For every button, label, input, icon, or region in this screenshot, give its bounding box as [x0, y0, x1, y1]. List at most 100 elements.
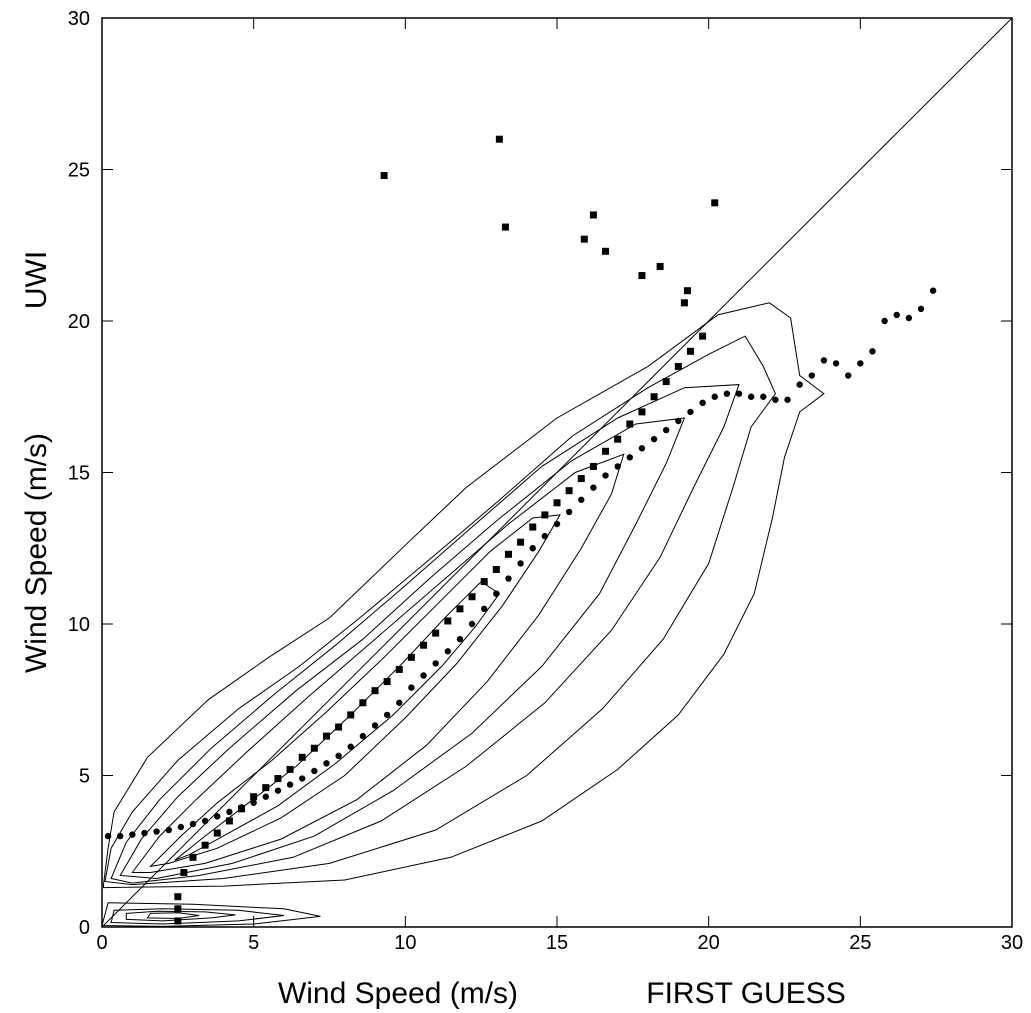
square-point	[250, 793, 258, 801]
circle-point	[663, 426, 670, 434]
x-tick-label: 10	[394, 932, 416, 954]
square-point	[335, 723, 343, 731]
square-point	[699, 332, 707, 340]
circle-point	[286, 781, 294, 788]
axis-ticks: 0 5 10 15 20 25 30 0 5 10 15 20 25 30	[68, 8, 1023, 954]
square-point	[407, 653, 415, 661]
square-point	[589, 211, 597, 219]
circle-point	[772, 396, 779, 403]
square-point	[238, 805, 246, 813]
y-axis-source-label: UWI	[20, 251, 53, 309]
circle-point	[335, 752, 342, 760]
square-point	[501, 223, 509, 231]
square-point	[504, 550, 512, 558]
square-point	[638, 408, 646, 416]
y-tick-label: 0	[79, 917, 90, 939]
square-point	[650, 393, 658, 401]
circle-point	[141, 829, 148, 837]
y-axis-title: Wind Speed (m/s) UWI	[20, 251, 53, 673]
circle-point	[214, 813, 221, 820]
square-point	[580, 235, 588, 243]
contour-level-4	[119, 417, 686, 880]
data-markers	[104, 135, 937, 925]
y-tick-label: 5	[79, 766, 90, 788]
square-point	[674, 362, 682, 370]
circle-point	[626, 454, 633, 461]
circle-point	[420, 672, 427, 679]
y-tick-label: 30	[68, 8, 90, 30]
circle-point	[796, 381, 803, 388]
x-axis-title: Wind Speed (m/s) FIRST GUESS	[278, 977, 846, 1010]
low-speed-contour-3	[125, 910, 236, 922]
square-point	[656, 262, 664, 270]
circle-point	[893, 311, 900, 319]
circle-point	[456, 635, 464, 643]
square-point	[638, 272, 646, 280]
circle-point	[177, 823, 185, 831]
circle-point	[468, 620, 476, 628]
low-speed-contour-2	[110, 908, 285, 925]
circle-point	[905, 314, 913, 322]
square-point	[529, 523, 537, 531]
circle-point	[408, 684, 415, 691]
circle-point	[493, 590, 500, 597]
square-point	[553, 499, 561, 507]
circle-point	[311, 767, 318, 775]
one-to-one-line	[101, 17, 1013, 928]
circle-point	[517, 560, 524, 567]
x-axis-label: Wind Speed (m/s)	[278, 977, 518, 1010]
square-point	[322, 732, 330, 740]
circle-point	[869, 348, 876, 355]
circle-point	[881, 317, 888, 325]
square-point	[517, 538, 525, 546]
circle-point	[590, 484, 597, 491]
circle-point	[845, 372, 852, 379]
circle-point	[432, 660, 439, 667]
low-speed-contour-1	[101, 902, 321, 927]
circle-point	[638, 445, 646, 452]
circle-point	[711, 393, 718, 400]
contour-level-3	[110, 384, 740, 884]
circle-point	[541, 532, 549, 540]
square-point	[225, 817, 233, 825]
circle-point	[250, 799, 257, 806]
square-point	[347, 711, 355, 719]
circle-point	[917, 305, 925, 313]
square-point	[371, 687, 379, 695]
square-point	[201, 841, 209, 849]
square-point	[174, 905, 182, 913]
low-speed-contour-4	[146, 912, 200, 920]
circle-point	[529, 545, 536, 552]
square-point	[359, 699, 367, 707]
y-tick-label: 15	[68, 463, 90, 485]
contour-level-6	[149, 514, 561, 868]
circle-point	[129, 831, 136, 838]
square-point	[432, 629, 440, 637]
y-axis-label: Wind Speed (m/s)	[20, 433, 53, 673]
square-point	[565, 487, 573, 495]
circle-point	[396, 699, 403, 706]
circle-point	[153, 828, 160, 835]
square-point	[286, 765, 294, 773]
y-tick-label: 25	[68, 160, 90, 182]
square-point	[589, 462, 597, 470]
square-point	[541, 511, 549, 519]
square-point	[310, 744, 318, 752]
circle-point	[505, 575, 512, 582]
circle-point	[650, 435, 658, 443]
square-point	[680, 299, 688, 307]
square-point	[480, 578, 488, 586]
circle-point	[299, 775, 306, 782]
square-point	[468, 593, 476, 601]
square-point	[395, 665, 403, 673]
circle-point	[553, 520, 561, 528]
density-contours	[101, 302, 825, 927]
circle-point	[735, 390, 743, 397]
square-point	[602, 247, 610, 255]
square-point	[174, 917, 182, 925]
circle-point	[747, 393, 755, 400]
circle-point	[323, 760, 330, 767]
circle-point	[820, 357, 828, 364]
square-point	[180, 868, 188, 876]
